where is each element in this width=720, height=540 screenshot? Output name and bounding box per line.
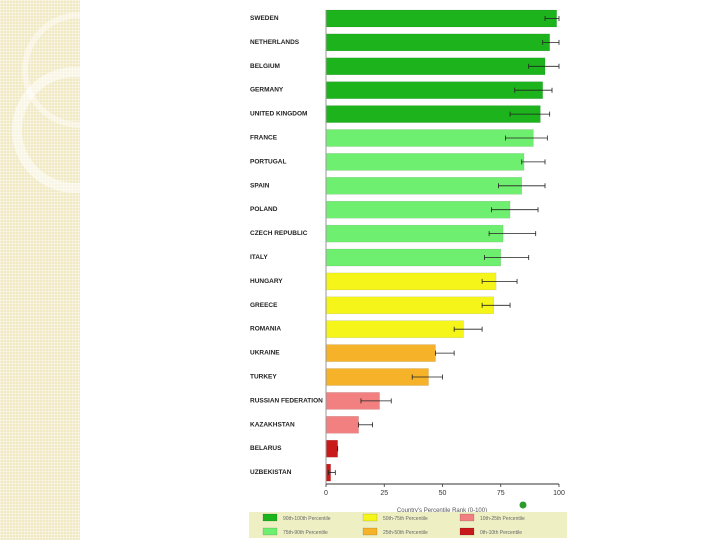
legend-label: 50th-75th Percentile [383, 516, 428, 522]
category-label: HUNGARY [250, 278, 283, 285]
error-bar [360, 398, 392, 404]
x-tick-label: 50 [439, 490, 447, 497]
category-label: BELARUS [250, 445, 282, 452]
category-label: UKRAINE [250, 350, 280, 357]
legend-entry: 25th-50th Percentile [362, 527, 428, 536]
decorative-side-panel [0, 0, 80, 540]
bar-spain [325, 177, 522, 195]
legend-label: 25th-50th Percentile [383, 530, 428, 536]
legend-swatch [362, 513, 378, 522]
legend-swatch [262, 513, 278, 522]
error-bar [498, 183, 546, 189]
legend-swatch [459, 513, 475, 522]
legend-label: 10th-25th Percentile [480, 516, 525, 522]
category-label: GERMANY [250, 87, 284, 94]
legend-entry: 90th-100th Percentile [262, 513, 331, 522]
category-label: TURKEY [250, 374, 277, 381]
category-label: GREECE [250, 302, 278, 309]
error-bar [491, 207, 539, 213]
x-axis [325, 10, 559, 485]
category-label: ITALY [250, 254, 268, 261]
x-axis-title: Country's Percentile Rank (0-100) [397, 508, 487, 514]
legend-entry: 50th-75th Percentile [362, 513, 428, 522]
bar-united-kingdom [325, 105, 541, 123]
bar-poland [325, 200, 511, 219]
bar-belarus [325, 439, 338, 458]
error-bar [481, 302, 511, 308]
x-tick-label: 75 [497, 490, 505, 497]
error-bar [514, 87, 553, 93]
legend: 90th-100th Percentile 50th-75th Percentil… [249, 512, 567, 538]
bar-belgium [325, 57, 546, 76]
legend-swatch [459, 527, 475, 536]
category-label: UNITED KINGDOM [250, 111, 307, 118]
category-label: SWEDEN [250, 15, 279, 22]
legend-background [249, 512, 567, 538]
bar-portugal [325, 153, 525, 171]
category-label: RUSSIAN FEDERATION [250, 397, 323, 404]
decorative-rings [12, 12, 80, 193]
bar-netherlands [325, 33, 550, 52]
bar-sweden [325, 9, 557, 28]
category-label: POLAND [250, 206, 278, 213]
category-label: SPAIN [250, 182, 270, 189]
bars-layer [325, 9, 557, 482]
legend-label: 75th-90th Percentile [283, 530, 328, 536]
error-bar [505, 135, 548, 141]
error-bars-layer [327, 16, 560, 476]
category-label: NETHERLANDS [250, 39, 300, 46]
bar-hungary [325, 272, 497, 291]
error-bar [435, 350, 455, 356]
category-label: CZECH REPUBLIC [250, 230, 308, 237]
error-bar [488, 231, 537, 237]
legend-entry: 10th-25th Percentile [459, 513, 525, 522]
bar-romania [325, 320, 464, 338]
category-label: ROMANIA [250, 326, 281, 333]
error-bar [484, 255, 530, 260]
bar-kazakhstan [325, 416, 359, 434]
error-bar [521, 159, 546, 165]
bar-greece [325, 296, 495, 315]
error-bar [327, 470, 336, 476]
bar-france [325, 129, 534, 147]
legend-swatch [262, 527, 278, 536]
globe-logo-icon [519, 501, 527, 509]
category-label: FRANCE [250, 135, 278, 142]
legend-entry: 0th-10th Percentile [459, 527, 522, 536]
legend-label: 90th-100th Percentile [283, 516, 331, 522]
x-tick-labels-layer: 0 25 50 75 100 [324, 484, 565, 497]
error-bar [542, 39, 560, 45]
error-bar [544, 16, 560, 21]
x-tick-label: 100 [553, 490, 565, 497]
category-label: BELGIUM [250, 63, 280, 70]
category-label: PORTUGAL [250, 158, 287, 165]
legend-swatch [362, 527, 378, 536]
bar-ukraine [325, 344, 436, 362]
category-label: KAZAKHSTAN [250, 421, 295, 428]
error-bar [411, 374, 443, 380]
bar-italy [325, 248, 501, 267]
error-bar [453, 326, 483, 332]
category-label: UZBEKISTAN [250, 469, 292, 476]
error-bar [481, 278, 518, 284]
bar-czech-republic [325, 224, 504, 243]
error-bar [358, 422, 374, 428]
x-tick-label: 0 [324, 490, 328, 497]
category-labels-layer: SWEDEN NETHERLANDS BELGIUM GERMANY UNITED KI… [250, 15, 323, 476]
legend-entry: 75th-90th Percentile [262, 527, 328, 536]
legend-label: 0th-10th Percentile [480, 530, 522, 536]
bar-germany [325, 81, 543, 99]
x-tick-label: 25 [380, 490, 388, 497]
error-bar [528, 63, 560, 69]
error-bar [509, 111, 551, 117]
